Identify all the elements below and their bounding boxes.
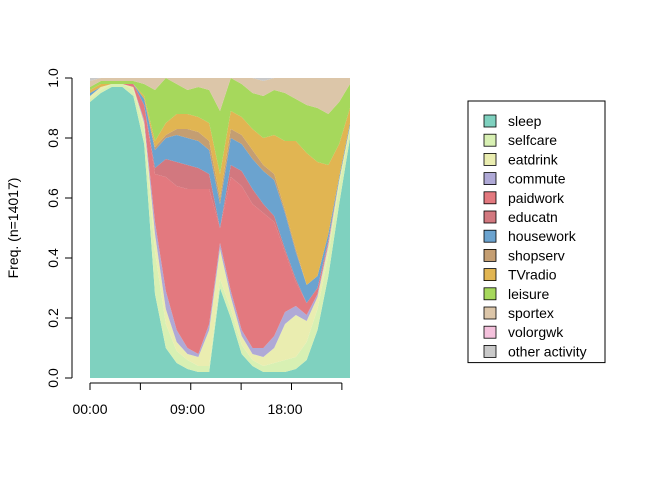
legend-label: educatn	[508, 209, 558, 225]
legend: sleep selfcare eatdrink commute paidwork educ…	[467, 100, 606, 364]
y-tick-label: 0.0	[45, 368, 61, 388]
plot-area	[90, 78, 350, 378]
area-sleep	[90, 87, 350, 378]
y-tick-label: 0.8	[45, 128, 61, 148]
legend-swatch	[483, 172, 497, 186]
legend-label: leisure	[508, 286, 549, 302]
y-tick-label: 0.6	[45, 188, 61, 208]
legend-swatch	[483, 287, 497, 301]
legend-swatch	[483, 325, 497, 339]
area-leisure	[90, 78, 350, 174]
area-paidwork	[90, 84, 350, 354]
legend-label: eatdrink	[508, 151, 559, 167]
legend-label: volorgwk	[508, 324, 564, 340]
area-TVradio	[90, 84, 350, 285]
x-axis: 00:00 09:00 18:00	[72, 382, 343, 417]
legend-label: paidwork	[508, 190, 565, 206]
area-housework	[90, 84, 350, 303]
legend-swatch	[483, 344, 497, 358]
legend-label: TVradio	[508, 267, 557, 283]
y-tick-label: 1.0	[45, 68, 61, 88]
x-tick-label: 18:00	[267, 401, 302, 417]
legend-swatch	[483, 152, 497, 166]
legend-label: housework	[508, 228, 577, 244]
legend-swatch	[483, 210, 497, 224]
y-axis: 0.0 0.2 0.4 0.6 0.8 1.0	[45, 68, 73, 388]
area-sportex	[90, 78, 350, 114]
y-tick-label: 0.2	[45, 308, 61, 328]
legend-label: shopserv	[508, 247, 565, 263]
legend-label: other activity	[508, 343, 587, 359]
legend-swatch	[483, 248, 497, 262]
y-tick-label: 0.4	[45, 248, 61, 268]
y-axis-label: Freq. (n=14017)	[5, 178, 21, 279]
legend-label: selfcare	[508, 132, 557, 148]
x-tick-label: 00:00	[72, 401, 107, 417]
legend-swatch	[483, 229, 497, 243]
legend-swatch	[483, 268, 497, 282]
legend-swatch	[483, 306, 497, 320]
legend-swatch	[483, 191, 497, 205]
legend-swatch	[483, 114, 497, 128]
legend-swatch	[483, 133, 497, 147]
legend-label: sleep	[508, 113, 542, 129]
legend-label: sportex	[508, 305, 554, 321]
legend-label: commute	[508, 171, 566, 187]
x-tick-label: 09:00	[170, 401, 205, 417]
